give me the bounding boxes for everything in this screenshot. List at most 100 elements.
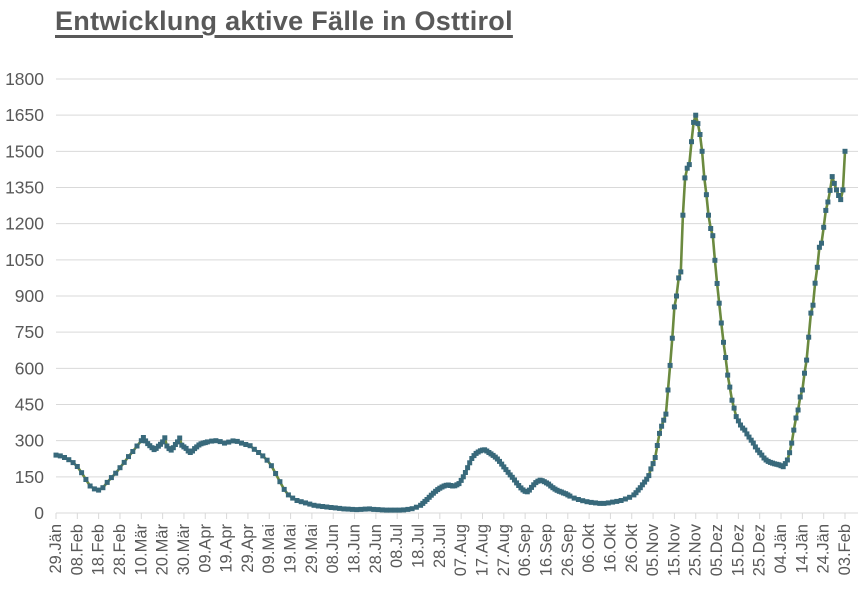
data-point-marker	[667, 362, 673, 368]
x-axis-label: 16.Sep	[537, 524, 555, 576]
data-point-marker	[70, 460, 76, 466]
data-point-marker	[497, 458, 502, 464]
x-axis-label: 26.Sep	[559, 524, 577, 576]
data-point-marker	[175, 439, 180, 445]
data-point-marker	[332, 505, 338, 511]
data-point-marker	[731, 405, 737, 411]
data-point-marker	[703, 192, 709, 198]
data-point-marker	[571, 495, 577, 501]
data-point-marker	[183, 445, 189, 451]
x-axis-label: 14.Jän	[793, 524, 811, 574]
data-point-marker	[633, 490, 639, 496]
data-point-marker	[755, 447, 761, 453]
data-point-marker	[657, 430, 662, 436]
data-point-marker	[130, 449, 136, 454]
data-point-marker	[273, 471, 279, 476]
data-point-marker	[290, 495, 296, 501]
data-point-marker	[239, 440, 244, 446]
x-axis-label: 15.Dez	[729, 524, 747, 576]
data-point-marker	[298, 499, 304, 505]
data-point-marker	[126, 454, 131, 460]
data-point-marker	[204, 439, 210, 445]
data-point-marker	[644, 476, 650, 482]
data-point-marker	[659, 423, 665, 429]
data-point-marker	[349, 506, 355, 512]
data-point-marker	[345, 506, 351, 512]
data-point-marker	[791, 427, 797, 433]
data-point-marker	[499, 461, 505, 467]
x-axis-label: 05.Dez	[708, 524, 726, 576]
data-point-marker	[247, 443, 253, 449]
data-point-marker	[465, 465, 471, 471]
data-point-marker	[264, 457, 270, 463]
data-point-marker	[797, 394, 803, 400]
data-point-marker	[597, 500, 603, 506]
data-point-marker	[689, 139, 694, 145]
data-point-marker	[324, 504, 330, 510]
x-axis-label: 25.Nov	[687, 523, 705, 576]
data-point-marker	[268, 463, 274, 469]
x-axis-label: 15.Nov	[665, 523, 683, 576]
data-point-marker	[514, 480, 520, 486]
data-point-marker	[710, 233, 716, 239]
data-point-marker	[652, 455, 658, 460]
data-point-marker	[742, 427, 748, 433]
data-point-marker	[674, 293, 679, 299]
data-point-marker	[622, 496, 628, 502]
data-point-marker	[53, 452, 59, 458]
data-point-marker	[83, 477, 89, 482]
data-point-marker	[695, 121, 701, 127]
data-point-marker	[226, 439, 232, 445]
y-axis-label: 600	[15, 358, 44, 378]
data-point-marker	[526, 487, 532, 493]
data-point-marker	[752, 444, 758, 450]
x-axis-label: 08.Jun	[324, 524, 342, 574]
data-point-marker	[143, 438, 149, 444]
x-axis-label: 27.Aug	[495, 524, 513, 576]
data-point-marker	[610, 499, 616, 505]
y-gridlines	[56, 78, 858, 514]
x-axis-label: 19.Apr	[218, 524, 236, 573]
data-point-marker	[693, 112, 699, 118]
x-axis-label: 07.Aug	[452, 524, 470, 576]
data-point-marker	[840, 187, 846, 193]
x-axis-label: 29.Apr	[239, 524, 257, 573]
data-point-marker	[396, 507, 402, 513]
data-point-marker	[367, 506, 372, 512]
data-point-marker	[744, 431, 750, 437]
data-point-marker	[460, 474, 466, 480]
data-point-marker	[213, 438, 219, 444]
data-point-marker	[371, 506, 377, 512]
x-axis-label: 18.Jun	[346, 524, 364, 574]
data-point-marker	[392, 507, 398, 513]
data-point-marker	[699, 148, 705, 154]
y-axis-label: 1200	[5, 214, 44, 234]
data-point-marker	[315, 503, 321, 509]
x-axis-label: 04.Jän	[772, 524, 790, 574]
data-point-marker	[91, 486, 97, 492]
data-point-marker	[838, 197, 844, 203]
y-axis-label: 1500	[5, 141, 44, 161]
data-point-marker	[671, 304, 677, 310]
data-point-marker	[650, 461, 656, 467]
data-point-marker	[117, 465, 123, 471]
data-point-marker	[799, 387, 805, 393]
data-point-marker	[529, 484, 534, 490]
x-axis-label: 28.Feb	[111, 524, 129, 575]
x-ticks	[55, 513, 846, 519]
data-point-marker	[842, 148, 848, 154]
data-point-marker	[575, 497, 581, 502]
y-axis-label: 1050	[5, 250, 44, 270]
data-point-marker	[121, 459, 127, 465]
data-point-marker	[654, 443, 660, 448]
data-point-marker	[784, 457, 790, 463]
data-point-marker	[802, 370, 807, 376]
y-axis-label: 0	[34, 503, 44, 523]
data-point-marker	[337, 505, 343, 511]
data-point-marker	[170, 445, 176, 451]
data-point-marker	[665, 387, 671, 393]
data-point-marker	[831, 180, 837, 186]
data-point-marker	[823, 207, 829, 213]
data-point-marker	[701, 175, 707, 181]
x-axis-label: 19.Mai	[282, 524, 300, 574]
